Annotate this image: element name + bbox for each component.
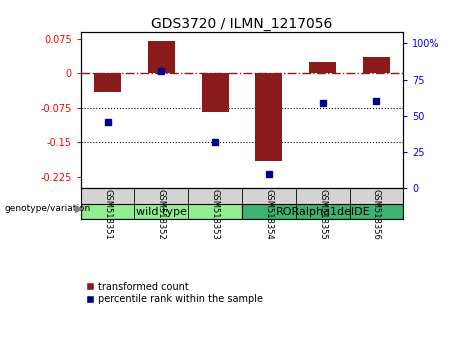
Text: GSM518351: GSM518351 (103, 189, 112, 240)
Text: GSM518356: GSM518356 (372, 189, 381, 240)
Title: GDS3720 / ILMN_1217056: GDS3720 / ILMN_1217056 (151, 17, 333, 31)
Bar (363, 57, 390, 73)
Bar (309, 62, 336, 73)
Bar (255, 73, 282, 161)
Text: GSM518355: GSM518355 (318, 189, 327, 240)
Text: wild type: wild type (136, 207, 187, 217)
Bar (148, 41, 175, 73)
Text: GSM518353: GSM518353 (211, 189, 219, 240)
Text: genotype/variation: genotype/variation (5, 204, 91, 213)
Text: GSM518354: GSM518354 (265, 189, 273, 240)
Text: RORalpha1delDE: RORalpha1delDE (275, 207, 370, 217)
Bar (201, 73, 229, 112)
Text: GSM518352: GSM518352 (157, 189, 166, 240)
Text: ▶: ▶ (75, 204, 83, 214)
Legend: transformed count, percentile rank within the sample: transformed count, percentile rank withi… (86, 281, 264, 306)
Bar (81, 204, 242, 219)
Bar (94, 73, 121, 92)
Bar (242, 204, 403, 219)
